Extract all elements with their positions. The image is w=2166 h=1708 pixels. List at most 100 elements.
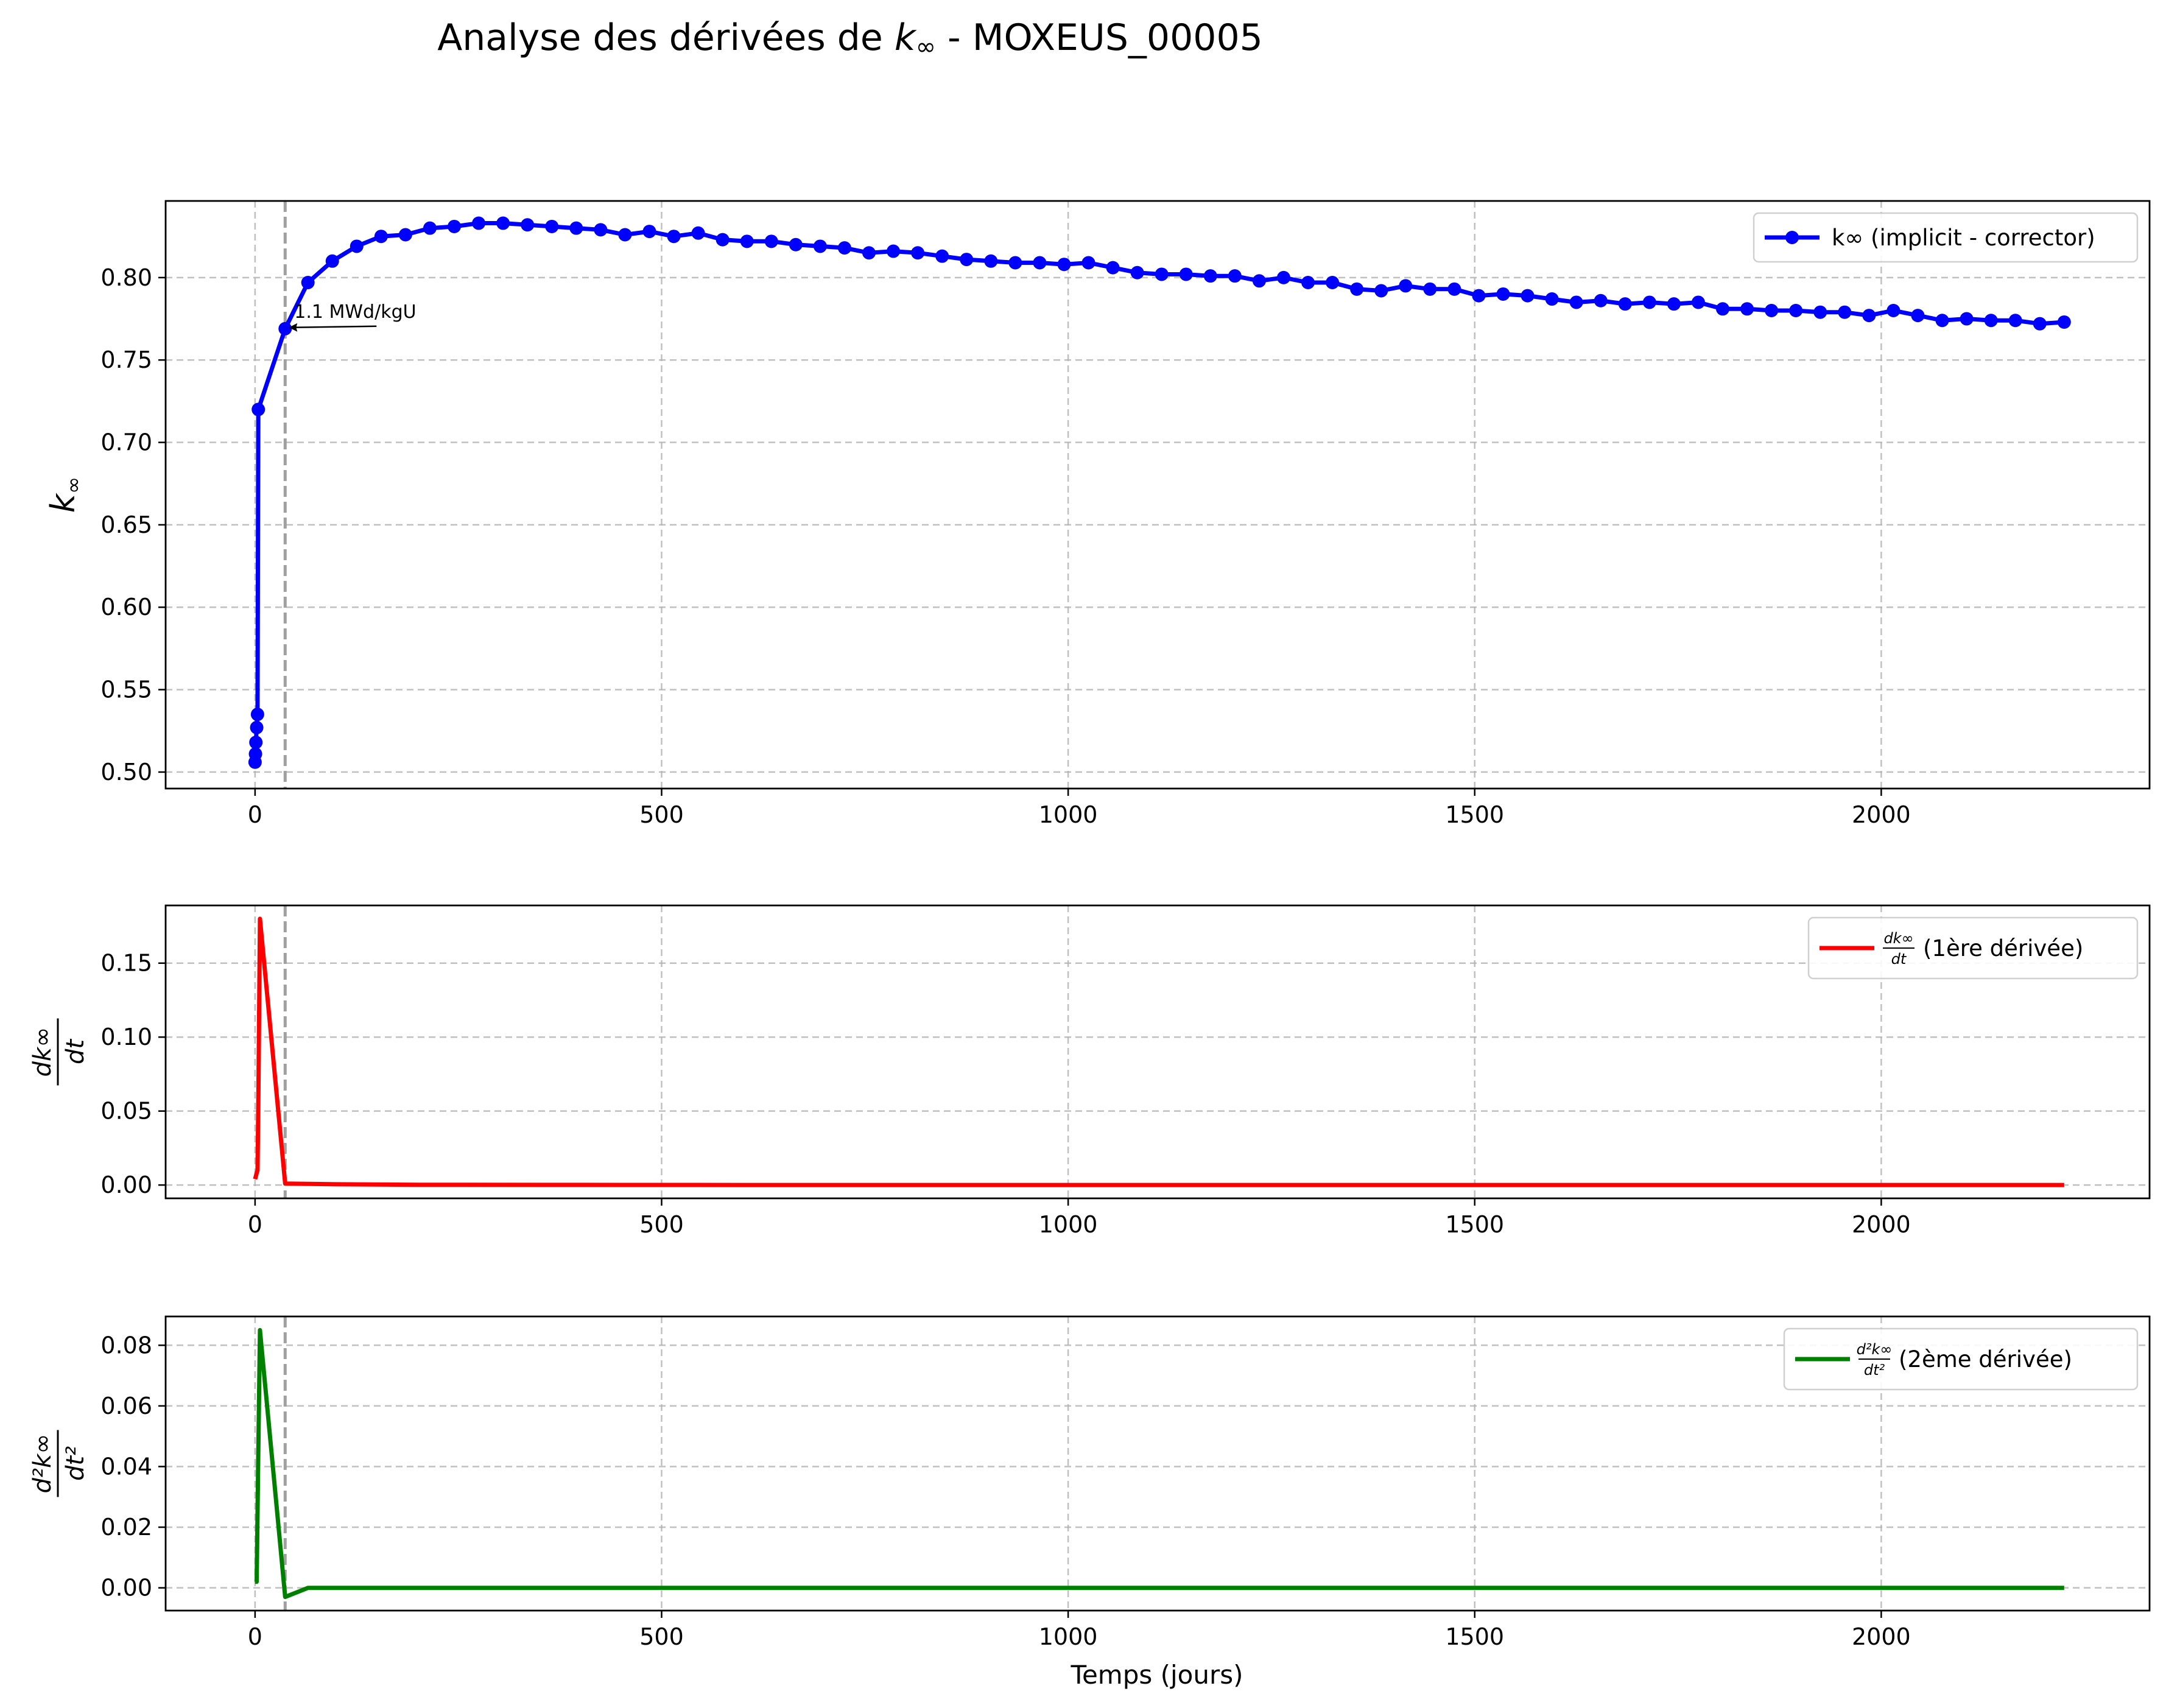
data-point: [1984, 314, 1998, 328]
data-point: [1008, 256, 1022, 270]
y-tick-label: 0.50: [100, 759, 152, 785]
data-point: [398, 228, 412, 242]
data-point: [251, 402, 265, 416]
annotation-label: 1.1 MWd/kgU: [294, 301, 416, 323]
legend-frac-denominator: dt: [1891, 951, 1907, 968]
x-axis-label: Temps (jours): [1070, 1660, 1243, 1690]
data-point: [935, 249, 949, 263]
legend: dk∞ dt (1ère dérivée): [1807, 916, 2139, 980]
data-point: [545, 219, 559, 233]
data-point: [789, 237, 803, 251]
data-point: [496, 216, 510, 230]
data-point: [716, 233, 730, 247]
data-point: [1228, 269, 1242, 283]
second-derivative-panel: 0 500 1000 1500 2000 0.00 0.02 0.04 0.06 0.08 d²k∞…: [29, 1315, 2151, 1650]
data-point: [1838, 305, 1852, 319]
data-point: [521, 218, 535, 232]
y-tick-label: 0.10: [100, 1024, 152, 1050]
data-point: [325, 254, 339, 268]
y-label-denominator: dt: [62, 1039, 90, 1064]
data-point: [472, 216, 486, 230]
y-axis-label: dk∞ dt: [29, 1018, 90, 1086]
data-point: [1081, 256, 1095, 270]
data-point: [1569, 295, 1583, 309]
data-point: [1740, 302, 1754, 316]
data-point: [569, 221, 583, 235]
y-axis-label: d²k∞ dt²: [29, 1430, 90, 1497]
legend-box: [1753, 212, 2139, 263]
data-point: [1521, 289, 1535, 303]
data-point: [423, 221, 437, 235]
data-point: [1960, 312, 1974, 326]
legend-label: k∞ (implicit - corrector): [1832, 225, 2095, 251]
data-point: [813, 239, 827, 253]
legend-box: [1807, 916, 2139, 980]
data-point: [2008, 314, 2022, 328]
k-inf-panel: 1.1 MWd/kgU 0 500 1000 1500 2000 0.50 0.55 0.60 0…: [44, 200, 2151, 828]
data-point: [642, 225, 656, 239]
data-point: [278, 322, 292, 336]
data-point: [374, 230, 388, 244]
data-point: [1472, 289, 1486, 303]
data-point: [960, 253, 974, 267]
x-tick-label: 2000: [1852, 801, 1911, 828]
data-point: [1057, 258, 1071, 272]
data-point: [2033, 317, 2047, 331]
data-point: [2057, 315, 2071, 329]
data-point: [448, 219, 462, 233]
data-point: [1106, 261, 1120, 275]
x-tick-label: 500: [639, 1211, 684, 1238]
data-point: [1691, 295, 1705, 309]
data-point: [1765, 304, 1779, 318]
x-tick-label: 2000: [1852, 1623, 1911, 1650]
legend-box: [1783, 1327, 2139, 1391]
legend: k∞ (implicit - corrector): [1753, 212, 2139, 263]
data-point: [618, 228, 632, 242]
legend-frac-denominator: dt²: [1864, 1362, 1885, 1379]
y-tick-label: 0.00: [100, 1575, 152, 1601]
data-point: [984, 254, 998, 268]
data-point: [1301, 275, 1315, 289]
data-point: [1813, 305, 1827, 319]
x-tick-label: 500: [639, 801, 684, 828]
y-tick-label: 0.80: [100, 264, 152, 291]
data-point: [691, 226, 705, 240]
x-tick-label: 1000: [1039, 1623, 1098, 1650]
x-tick-label: 2000: [1852, 1211, 1911, 1238]
x-tick-label: 1000: [1039, 1211, 1098, 1238]
data-point: [837, 241, 851, 255]
data-point: [740, 234, 754, 248]
data-point: [350, 239, 364, 253]
data-point: [250, 708, 264, 722]
y-tick-label: 0.60: [100, 594, 152, 620]
y-tick-label: 0.08: [100, 1332, 152, 1358]
legend-label: (2ème dérivée): [1899, 1346, 2072, 1372]
data-point: [1033, 256, 1047, 270]
data-point: [1862, 309, 1876, 323]
y-tick-label: 0.75: [100, 346, 152, 373]
data-point: [301, 275, 315, 289]
data-point: [667, 230, 681, 244]
annotation-arrowhead: [289, 323, 298, 332]
data-point: [1252, 274, 1266, 288]
y-tick-label: 0.02: [100, 1514, 152, 1541]
y-label-numerator: dk∞: [29, 1027, 57, 1077]
series-line: [255, 1327, 2064, 1600]
data-point: [1789, 304, 1803, 318]
y-tick-label: 0.05: [100, 1098, 152, 1125]
data-point: [862, 246, 876, 260]
x-tick-label: 0: [248, 1211, 262, 1238]
legend-label: (1ère dérivée): [1923, 935, 2083, 961]
data-point: [1276, 270, 1290, 284]
data-point: [1886, 304, 1901, 318]
x-tick-label: 0: [248, 1623, 262, 1650]
data-point: [1667, 297, 1681, 311]
y-label-denominator: dt²: [62, 1446, 90, 1481]
y-tick-label: 0.65: [100, 511, 152, 538]
y-tick-label: 0.55: [100, 677, 152, 703]
data-point: [248, 747, 262, 761]
x-tick-label: 1500: [1445, 801, 1504, 828]
data-point: [249, 736, 263, 750]
